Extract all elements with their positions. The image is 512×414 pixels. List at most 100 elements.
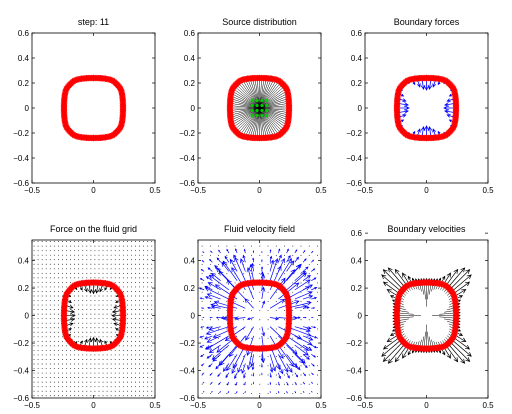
velocity-arrow [201, 363, 205, 366]
grid-dot [139, 254, 141, 256]
grid-dot [78, 259, 80, 261]
grid-dot [259, 365, 261, 367]
grid-dot [259, 310, 261, 311]
grid-dot [292, 337, 294, 339]
source-line [259, 88, 287, 109]
grid-dot [82, 277, 84, 279]
grid-dot [61, 254, 63, 256]
grid-dot [82, 304, 84, 306]
grid-dot [201, 245, 203, 247]
grid-dot [139, 322, 141, 324]
grid-dot [139, 268, 141, 270]
grid-dot [45, 368, 47, 369]
velocity-arrow [215, 316, 221, 319]
grid-dot [61, 245, 63, 247]
x-tick-label: 0.5 [482, 186, 494, 195]
boundary-marker [398, 126, 405, 134]
boundary-marker [260, 103, 264, 108]
grid-dot [49, 368, 51, 369]
source-line [259, 107, 289, 123]
grid-dot [49, 295, 51, 297]
source-line [259, 107, 289, 113]
grid-dot [94, 381, 96, 383]
grid-dot [135, 268, 136, 270]
panel-2: Source distribution−0.5 0 0.50.60.40.20−0.… [179, 17, 327, 195]
grid-dot [139, 272, 141, 274]
grid-dot [292, 346, 294, 348]
grid-dot [53, 359, 55, 360]
grid-dot [110, 340, 112, 342]
grid-dot [300, 282, 302, 284]
grid-dot [126, 304, 128, 306]
grid-dot [74, 336, 76, 338]
grid-dot [57, 327, 59, 329]
grid-dot [308, 264, 310, 265]
grid-dot [122, 377, 124, 379]
grid-dot [70, 331, 72, 333]
grid-dot [45, 295, 47, 297]
velocity-arrow [302, 250, 306, 254]
grid-dot [126, 386, 128, 388]
x-tick-label: −0.5 [24, 186, 40, 195]
grid-dot [102, 313, 104, 315]
grid-dot [33, 331, 35, 333]
source-line [242, 107, 260, 137]
boundary-marker [284, 90, 292, 97]
grid-dot [126, 309, 128, 311]
grid-dot [118, 272, 120, 274]
grid-dot [118, 345, 120, 347]
velocity-arrow [218, 249, 221, 254]
grid-dot [102, 336, 104, 338]
source-line [230, 107, 260, 118]
grid-dot [66, 368, 67, 369]
velocity-arrow [302, 381, 305, 385]
source-line [235, 84, 260, 109]
grid-dot [143, 331, 145, 333]
grid-dot [122, 363, 124, 365]
velocity-arrow [311, 259, 315, 263]
boundary-marker [451, 296, 459, 303]
grid-dot [41, 336, 43, 338]
grid-dot [74, 327, 76, 329]
grid-dot [74, 313, 76, 315]
grid-dot [122, 291, 124, 292]
grid-dot [284, 300, 285, 302]
grid-dot [251, 273, 253, 275]
grid-dot [259, 383, 261, 385]
grid-dot [37, 372, 39, 374]
velocity-arrow [286, 248, 289, 254]
grid-dot [98, 309, 100, 311]
grid-dot [94, 263, 96, 265]
velocity-arrow [294, 390, 296, 394]
grid-dot [102, 272, 104, 274]
source-line [229, 107, 260, 111]
x-tick-label: 0.5 [315, 401, 327, 410]
grid-dot [151, 291, 153, 292]
grid-dot [135, 368, 136, 369]
source-line [256, 78, 260, 109]
velocity-arrow [302, 306, 310, 310]
panel-title: Fluid velocity field [224, 224, 295, 234]
grid-dot [135, 254, 136, 256]
velocity-arrow [200, 268, 205, 272]
boundary-marker [394, 119, 402, 126]
grid-dot [317, 392, 318, 394]
velocity-arrow [202, 251, 205, 254]
grid-dot [131, 322, 132, 324]
grid-dot [106, 340, 108, 342]
grid-dot [135, 295, 136, 297]
velocity-arrow [449, 269, 471, 290]
grid-dot [234, 310, 236, 311]
velocity-arrow [286, 354, 298, 369]
grid-dot [98, 263, 100, 265]
grid-dot [53, 331, 55, 333]
grid-dot [147, 327, 149, 329]
source-line [230, 107, 260, 121]
source-line [232, 107, 260, 128]
velocity-arrow [269, 258, 279, 281]
grid-dot [143, 340, 145, 342]
boundary-marker [273, 281, 280, 288]
grid-dot [61, 390, 63, 392]
grid-dot [78, 254, 80, 256]
velocity-arrow [215, 267, 230, 281]
